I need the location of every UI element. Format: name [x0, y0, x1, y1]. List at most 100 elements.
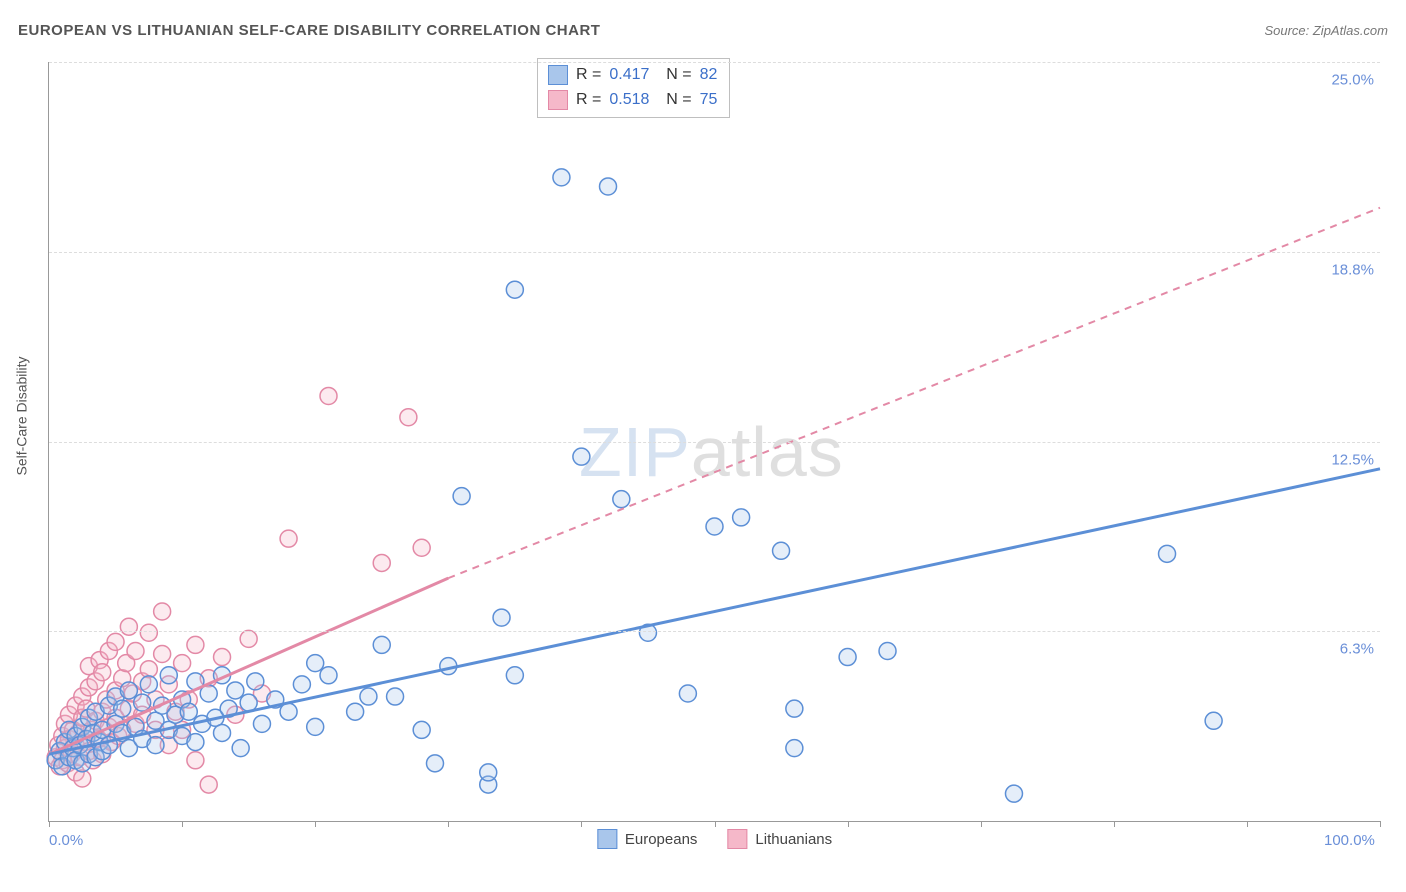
data-point-europeans: [413, 721, 430, 738]
data-point-europeans: [360, 688, 377, 705]
data-point-lithuanians: [154, 603, 171, 620]
chart-source: Source: ZipAtlas.com: [1264, 23, 1388, 38]
data-point-europeans: [679, 685, 696, 702]
data-point-europeans: [786, 740, 803, 757]
data-point-lithuanians: [240, 630, 257, 647]
data-point-europeans: [786, 700, 803, 717]
x-tick: [581, 821, 582, 827]
data-point-europeans: [879, 642, 896, 659]
x-tick: [182, 821, 183, 827]
legend-label: Lithuanians: [755, 831, 832, 848]
stats-swatch-icon: [548, 90, 568, 110]
legend-swatch-icon: [727, 829, 747, 849]
data-point-lithuanians: [320, 387, 337, 404]
data-point-europeans: [613, 491, 630, 508]
gridline: [49, 442, 1380, 443]
x-tick: [448, 821, 449, 827]
data-point-lithuanians: [200, 776, 217, 793]
legend-swatch-icon: [597, 829, 617, 849]
x-tick: [1114, 821, 1115, 827]
data-point-lithuanians: [120, 618, 137, 635]
data-point-europeans: [120, 682, 137, 699]
x-tick: [715, 821, 716, 827]
x-axis-legend: Europeans Lithuanians: [597, 829, 832, 849]
data-point-lithuanians: [127, 642, 144, 659]
data-point-europeans: [147, 737, 164, 754]
data-point-europeans: [307, 718, 324, 735]
data-point-lithuanians: [140, 624, 157, 641]
y-axis-label-wrap: Self-Care Disability: [8, 0, 36, 832]
data-point-lithuanians: [214, 649, 231, 666]
y-axis-label: Self-Care Disability: [14, 356, 30, 475]
x-tick: [1380, 821, 1381, 827]
data-point-europeans: [227, 682, 244, 699]
data-point-europeans: [1005, 785, 1022, 802]
x-tick: [49, 821, 50, 827]
data-point-europeans: [180, 703, 197, 720]
data-point-europeans: [553, 169, 570, 186]
y-tick-label: 25.0%: [1331, 72, 1374, 89]
x-tick-label: 0.0%: [49, 832, 83, 849]
data-point-europeans: [506, 281, 523, 298]
data-point-europeans: [453, 488, 470, 505]
data-point-europeans: [373, 636, 390, 653]
x-tick-label: 100.0%: [1324, 832, 1375, 849]
data-point-europeans: [706, 518, 723, 535]
data-point-lithuanians: [174, 655, 191, 672]
data-point-lithuanians: [94, 664, 111, 681]
y-tick-label: 18.8%: [1331, 261, 1374, 278]
data-point-lithuanians: [154, 646, 171, 663]
legend-label: Europeans: [625, 831, 698, 848]
data-point-europeans: [253, 715, 270, 732]
gridline: [49, 631, 1380, 632]
data-point-europeans: [140, 676, 157, 693]
chart-header: EUROPEAN VS LITHUANIAN SELF-CARE DISABIL…: [18, 18, 1388, 42]
data-point-europeans: [187, 734, 204, 751]
stats-n-value: 75: [700, 88, 718, 113]
data-point-europeans: [347, 703, 364, 720]
stats-row-europeans: R = 0.417 N = 82: [548, 63, 717, 88]
data-point-lithuanians: [413, 539, 430, 556]
data-point-europeans: [426, 755, 443, 772]
data-point-europeans: [307, 655, 324, 672]
data-point-europeans: [247, 673, 264, 690]
plot-area: ZIPatlas R = 0.417 N = 82R = 0.518 N = 7…: [48, 62, 1380, 822]
data-point-europeans: [240, 694, 257, 711]
data-point-europeans: [232, 740, 249, 757]
y-tick-label: 6.3%: [1340, 641, 1374, 658]
data-point-lithuanians: [187, 636, 204, 653]
data-point-lithuanians: [107, 633, 124, 650]
stats-r-value: 0.518: [609, 88, 649, 113]
data-point-europeans: [134, 694, 151, 711]
stats-n-value: 82: [700, 63, 718, 88]
chart-title: EUROPEAN VS LITHUANIAN SELF-CARE DISABIL…: [18, 22, 600, 39]
data-point-europeans: [600, 178, 617, 195]
data-point-europeans: [214, 724, 231, 741]
data-point-europeans: [160, 667, 177, 684]
data-point-europeans: [573, 448, 590, 465]
gridline: [49, 252, 1380, 253]
data-point-europeans: [280, 703, 297, 720]
data-point-europeans: [839, 649, 856, 666]
data-point-europeans: [480, 764, 497, 781]
data-point-europeans: [733, 509, 750, 526]
data-point-europeans: [506, 667, 523, 684]
data-point-europeans: [773, 542, 790, 559]
data-point-lithuanians: [280, 530, 297, 547]
data-point-lithuanians: [373, 554, 390, 571]
data-point-lithuanians: [187, 752, 204, 769]
correlation-stats-box: R = 0.417 N = 82R = 0.518 N = 75: [537, 58, 730, 118]
data-point-europeans: [114, 700, 131, 717]
stats-swatch-icon: [548, 65, 568, 85]
data-point-europeans: [387, 688, 404, 705]
stats-row-lithuanians: R = 0.518 N = 75: [548, 88, 717, 113]
x-tick: [981, 821, 982, 827]
data-point-europeans: [493, 609, 510, 626]
x-tick: [315, 821, 316, 827]
data-point-lithuanians: [400, 409, 417, 426]
x-tick: [1247, 821, 1248, 827]
y-tick-label: 12.5%: [1331, 451, 1374, 468]
gridline: [49, 62, 1380, 63]
x-tick: [848, 821, 849, 827]
legend-item: Europeans: [597, 829, 698, 849]
